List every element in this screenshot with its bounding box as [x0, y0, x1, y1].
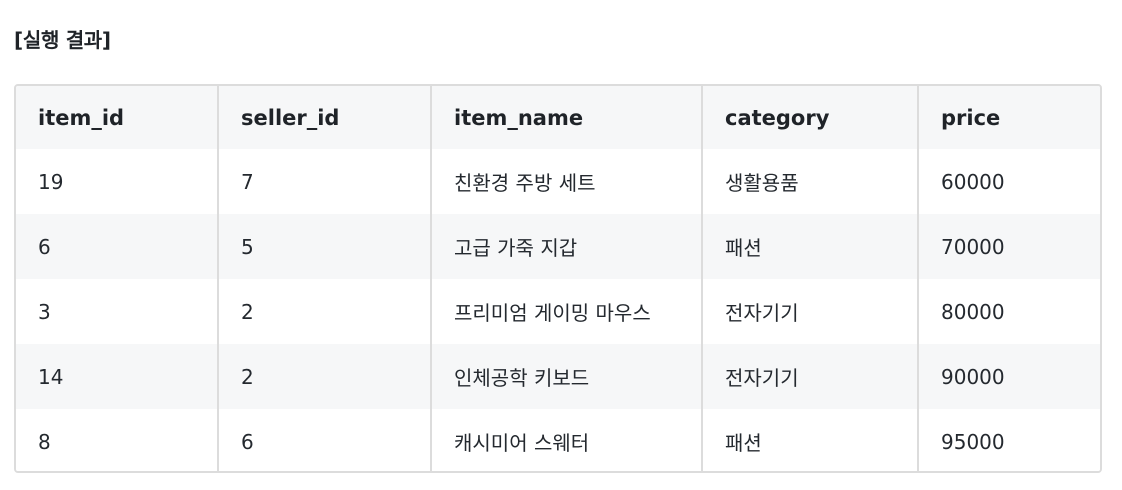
cell-item-id: 3: [16, 279, 219, 344]
cell-item-name: 프리미엄 게이밍 마우스: [431, 279, 703, 344]
cell-seller-id: 2: [218, 279, 432, 344]
cell-price: 90000: [941, 364, 1005, 389]
cell-seller-id: 2: [218, 344, 432, 409]
cell-item-name: 인체공학 키보드: [431, 344, 703, 409]
cell-price: 95000: [941, 429, 1005, 454]
table-row: 3 2 프리미엄 게이밍 마우스 전자기기 80000: [16, 279, 1100, 344]
cell-price: 70000: [941, 234, 1005, 259]
cell-price: 60000: [941, 169, 1005, 194]
cell-category: 전자기기: [702, 344, 919, 409]
result-table: item_id seller_id item_name category pri…: [16, 86, 1100, 471]
result-heading: [실행 결과]: [14, 28, 111, 52]
table-header-row: item_id seller_id item_name category pri…: [16, 86, 1100, 149]
column-header-item-id: item_id: [16, 86, 219, 149]
table-row: 19 7 친환경 주방 세트 생활용품 60000: [16, 149, 1100, 214]
cell-seller-id: 7: [218, 149, 432, 214]
column-header-category: category: [702, 86, 919, 149]
cell-item-id: 6: [16, 214, 219, 279]
cell-category: 전자기기: [702, 279, 919, 344]
table-row: 8 6 캐시미어 스웨터 패션 95000: [16, 409, 1100, 471]
cell-item-id: 19: [16, 149, 219, 214]
cell-category: 패션: [702, 409, 919, 471]
cell-item-name: 고급 가죽 지갑: [431, 214, 703, 279]
cell-item-name: 친환경 주방 세트: [431, 149, 703, 214]
column-header-seller-id: seller_id: [218, 86, 432, 149]
cell-price: 80000: [941, 299, 1005, 324]
cell-seller-id: 6: [218, 409, 432, 471]
cell-category: 패션: [702, 214, 919, 279]
result-table-container: item_id seller_id item_name category pri…: [14, 84, 1102, 473]
cell-item-id: 8: [16, 409, 219, 471]
column-header-price: price: [941, 105, 1001, 130]
cell-item-id: 14: [16, 344, 219, 409]
table-row: 6 5 고급 가죽 지갑 패션 70000: [16, 214, 1100, 279]
cell-seller-id: 5: [218, 214, 432, 279]
column-header-item-name: item_name: [431, 86, 703, 149]
cell-category: 생활용품: [702, 149, 919, 214]
cell-item-name: 캐시미어 스웨터: [431, 409, 703, 471]
table-row: 14 2 인체공학 키보드 전자기기 90000: [16, 344, 1100, 409]
